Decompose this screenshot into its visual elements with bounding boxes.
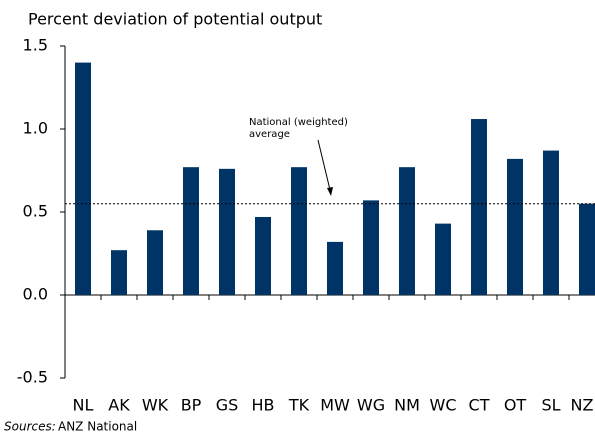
x-tick-label: GS <box>216 396 239 415</box>
x-tick-label: NL <box>73 396 94 415</box>
y-tick-label: 1.5 <box>23 36 48 55</box>
y-tick-label: -0.5 <box>17 368 48 387</box>
x-tick-label: WC <box>430 396 457 415</box>
bar <box>471 119 487 295</box>
arrow-head <box>327 187 333 196</box>
y-tick-label: 1.0 <box>23 119 48 138</box>
bar <box>219 168 235 295</box>
bar <box>327 241 343 295</box>
chart-title: Percent deviation of potential output <box>28 10 322 29</box>
x-tick-label: SL <box>541 396 560 415</box>
x-tick-label: OT <box>504 396 527 415</box>
bar <box>435 223 451 295</box>
bar <box>147 230 163 295</box>
x-tick-label: HB <box>251 396 274 415</box>
source: ANZ National <box>58 420 137 434</box>
x-tick-label: CT <box>469 396 490 415</box>
bar <box>363 200 379 295</box>
bar <box>507 158 523 295</box>
bar <box>291 167 307 295</box>
bar <box>399 167 415 295</box>
x-tick-label: MW <box>320 396 350 415</box>
x-tick-label: TK <box>288 396 310 415</box>
bar <box>75 62 91 295</box>
bar <box>111 250 127 295</box>
bar <box>255 216 271 295</box>
bar <box>183 167 199 295</box>
x-tick-label: AK <box>108 396 130 415</box>
y-tick-label: 0.5 <box>23 202 48 221</box>
x-tick-label: WG <box>357 396 385 415</box>
bar <box>579 203 595 295</box>
source-prefix: Sources: <box>4 420 56 434</box>
x-tick-label: NZ <box>571 396 594 415</box>
y-tick-label: 0.0 <box>23 285 48 304</box>
x-tick-label: BP <box>181 396 202 415</box>
annotation: National (weighted) <box>249 117 348 128</box>
annotation: average <box>249 129 290 140</box>
annotation-arrow <box>317 139 332 195</box>
x-tick-label: WK <box>142 396 169 415</box>
x-tick-label: NM <box>394 396 420 415</box>
bar <box>543 150 559 295</box>
